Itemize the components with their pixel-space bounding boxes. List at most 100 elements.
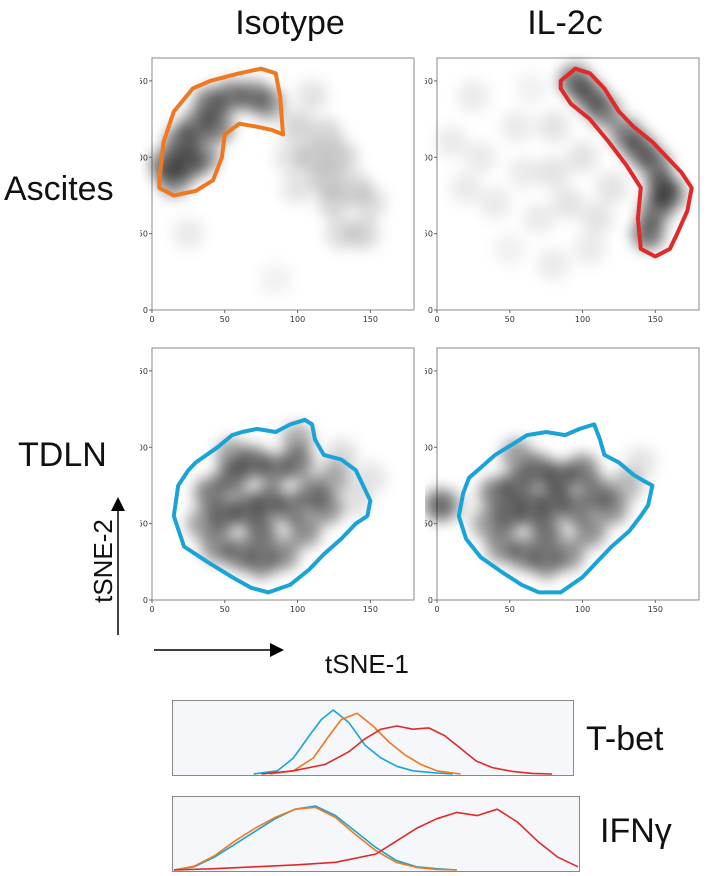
histogram-series-blue: [173, 805, 457, 871]
density-plot-ascites-isotype: 0 50 100 150 0 50 100 150: [140, 57, 415, 324]
density-blob: [267, 538, 299, 571]
x-axis-arrow: [154, 643, 284, 657]
density-cloud: [150, 80, 387, 296]
density-blob: [186, 141, 219, 174]
x-tick-label: 150: [363, 605, 378, 614]
x-axis-label: tSNE-1: [325, 649, 409, 679]
density-blob: [252, 87, 285, 120]
density-blob: [325, 141, 358, 174]
density-plot-ascites-il2c: 0 50 100 150 0 50 100 150: [425, 57, 700, 324]
density-blob: [515, 72, 548, 105]
density-blob: [471, 507, 504, 540]
x-tick-label: 150: [648, 605, 663, 614]
gate-outline: [157, 66, 285, 198]
density-cloud: [435, 64, 686, 281]
x-tick-label: 0: [434, 605, 439, 614]
row-title-tdln: TDLN: [18, 436, 107, 474]
density-blob: [566, 141, 599, 174]
y-tick-label: 150: [425, 367, 433, 376]
y-tick-label: 50: [425, 230, 433, 239]
density-panel-ascites-il2c: 0 50 100 150 0 50 100 150: [425, 52, 707, 337]
density-blob: [339, 484, 372, 517]
density-blob: [530, 515, 563, 548]
x-tick-label: 50: [220, 315, 230, 324]
density-blob: [522, 202, 555, 235]
density-blob: [281, 110, 314, 143]
density-blob: [347, 217, 380, 250]
density-blob: [566, 454, 599, 487]
y-tick-label: 0: [428, 596, 433, 605]
density-blob: [172, 217, 205, 250]
x-tick-label: 100: [575, 605, 590, 614]
density-blob: [624, 446, 657, 479]
density-blob: [479, 187, 512, 220]
y-tick-label: 0: [143, 596, 148, 605]
x-tick-label: 100: [290, 315, 305, 324]
gate-outline: [456, 422, 655, 595]
density-blob: [201, 110, 234, 143]
density-blob: [274, 492, 307, 525]
column-title-il2c: IL-2c: [527, 4, 603, 42]
density-blob: [508, 156, 541, 189]
y-tick-label: 150: [140, 367, 148, 376]
y-tick-label: 100: [140, 443, 148, 452]
density-blob: [310, 118, 343, 151]
density-blob: [595, 171, 628, 204]
y-tick-label: 100: [425, 443, 433, 452]
gate-outline: [171, 417, 373, 595]
histogram-series-red: [261, 725, 553, 775]
density-blob: [595, 492, 628, 525]
histogram-series-orange: [269, 712, 461, 775]
density-blob: [281, 171, 314, 204]
histogram-tbet: [172, 700, 574, 776]
density-blob: [464, 141, 497, 174]
x-tick-label: 150: [363, 315, 378, 324]
histogram-series-orange: [173, 806, 457, 871]
x-tick-label: 0: [149, 605, 154, 614]
x-tick-label: 0: [434, 315, 439, 324]
y-tick-label: 100: [425, 153, 433, 162]
density-blob: [245, 515, 278, 548]
x-tick-label: 0: [149, 315, 154, 324]
density-blob: [274, 141, 307, 174]
density-blob: [653, 179, 686, 212]
density-panel-ascites-isotype: 0 50 100 150 0 50 100 150: [140, 52, 425, 337]
density-blob: [450, 171, 483, 204]
y-tick-label: 150: [140, 77, 148, 86]
density-blob: [581, 202, 614, 235]
gate-outline: [558, 66, 694, 259]
histogram-label-tbet: T-bet: [586, 720, 664, 758]
density-blob: [259, 263, 292, 296]
density-blob: [435, 126, 468, 158]
density-plot-tdln-isotype: 0 50 100 150 0 50 100 150: [140, 347, 415, 614]
x-tick-label: 150: [648, 315, 663, 324]
y-axis-arrow: [111, 497, 125, 635]
x-tick-label: 100: [290, 605, 305, 614]
density-cloud: [186, 423, 387, 578]
density-plot-tdln-il2c: 0 50 100 150 0 50 100 150: [425, 347, 700, 614]
column-title-isotype: Isotype: [235, 4, 345, 42]
density-blob: [537, 110, 570, 143]
density-blob: [552, 538, 584, 571]
histogram-label-ifng: IFNγ: [600, 812, 672, 850]
density-blob: [573, 232, 606, 265]
row-title-ascites: Ascites: [4, 170, 114, 208]
x-tick-label: 100: [575, 315, 590, 324]
y-tick-label: 0: [428, 306, 433, 315]
y-tick-label: 50: [425, 520, 433, 529]
density-blob: [281, 446, 314, 479]
histogram-frame: [172, 700, 574, 776]
density-blob: [573, 515, 606, 548]
density-blob: [537, 156, 570, 189]
density-blob: [281, 423, 314, 456]
y-tick-label: 50: [140, 230, 148, 239]
density-panel-tdln-isotype: 0 50 100 150 0 50 100 150: [140, 342, 425, 627]
histogram-series-red: [173, 808, 579, 871]
density-blob: [457, 80, 490, 113]
density-blob: [493, 232, 526, 265]
y-tick-label: 150: [425, 77, 433, 86]
density-blob: [216, 438, 249, 471]
y-tick-label: 100: [140, 153, 148, 162]
density-blob: [186, 507, 219, 540]
histogram-series-blue: [253, 709, 453, 775]
